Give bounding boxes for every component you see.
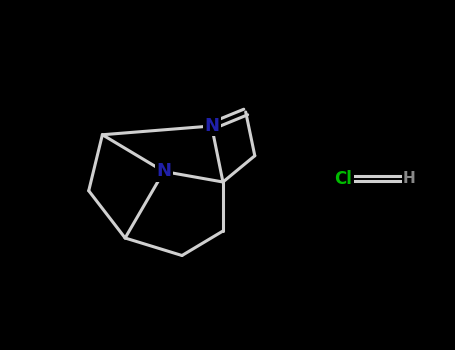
Text: H: H — [403, 171, 416, 186]
Text: H: H — [403, 171, 416, 186]
Text: N: N — [157, 162, 171, 181]
Text: N: N — [204, 117, 219, 135]
Text: Cl: Cl — [334, 169, 353, 188]
Text: Cl: Cl — [334, 169, 353, 188]
